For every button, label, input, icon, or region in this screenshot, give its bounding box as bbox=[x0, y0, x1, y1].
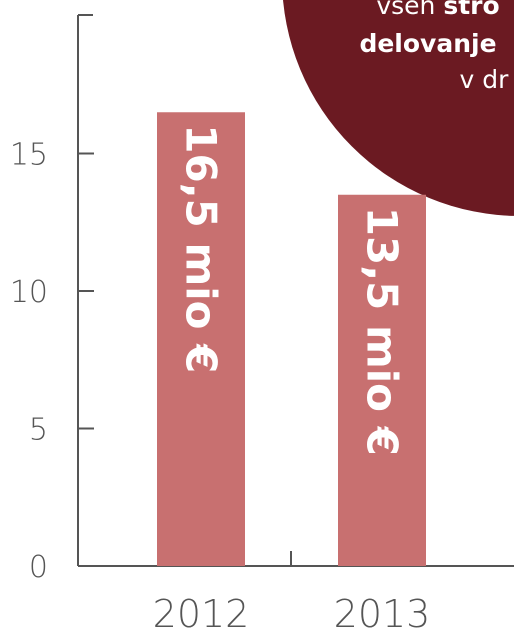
bar-2012 bbox=[157, 112, 245, 566]
callout-line-3: v dr bbox=[460, 65, 510, 94]
callout-line-2: delovanje bbox=[359, 29, 496, 58]
callout-line-1: vseh stro bbox=[376, 0, 499, 20]
callout-circle bbox=[283, 0, 514, 216]
bar-data-label: 16,5 mio € bbox=[177, 124, 226, 373]
x-tick-labels: 2012 2013 bbox=[153, 592, 431, 634]
x-tick-label: 2012 bbox=[153, 592, 250, 634]
bar-2013 bbox=[338, 194, 426, 566]
y-ticks: 0 5 10 15 bbox=[10, 138, 94, 585]
bars: 16,5 mio € 13,5 mio € bbox=[157, 112, 426, 566]
y-tick-label: 0 bbox=[29, 550, 48, 585]
x-tick-label: 2013 bbox=[334, 592, 431, 634]
y-tick-label: 5 bbox=[29, 413, 48, 448]
y-tick-label: 10 bbox=[10, 275, 48, 310]
y-tick-label: 15 bbox=[10, 138, 48, 173]
bar-data-label: 13,5 mio € bbox=[358, 207, 407, 456]
